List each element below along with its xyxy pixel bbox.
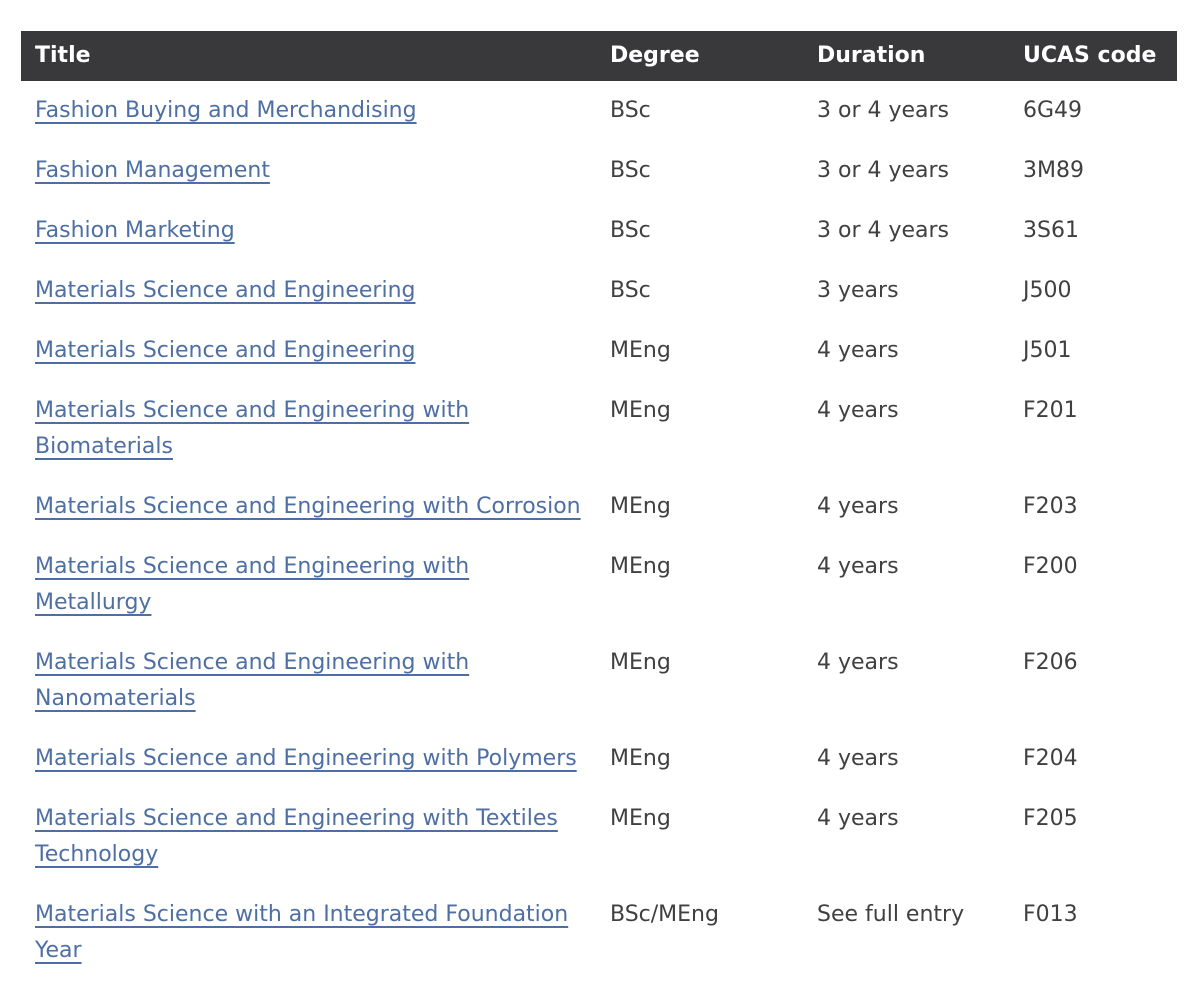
table-row: Materials Science and Engineering with B… (21, 381, 1177, 477)
degree-cell: MEng (610, 338, 671, 363)
ucas-code-cell: 3M89 (1023, 158, 1084, 183)
course-table-body: Fashion Buying and Merchandising BSc 3 o… (21, 81, 1177, 981)
ucas-code-cell: F013 (1023, 902, 1078, 927)
course-title-cell: Materials Science and Engineering (21, 321, 596, 381)
duration-cell: See full entry (817, 902, 965, 927)
table-row: Materials Science and Engineering with C… (21, 477, 1177, 537)
course-title-cell: Materials Science and Engineering with P… (21, 729, 596, 789)
ucas-code-cell: F204 (1023, 746, 1078, 771)
ucas-code-cell: F205 (1023, 806, 1078, 831)
ucas-code-cell: F200 (1023, 554, 1078, 579)
duration-cell: 4 years (817, 746, 899, 771)
course-title-link[interactable]: Materials Science and Engineering with N… (35, 650, 470, 711)
course-title-link[interactable]: Fashion Marketing (35, 218, 235, 243)
course-title-link[interactable]: Materials Science and Engineering with P… (35, 746, 577, 771)
ucas-code-cell: F206 (1023, 650, 1078, 675)
course-title-cell: Materials Science with an Integrated Fou… (21, 885, 596, 981)
table-row: Fashion Marketing BSc 3 or 4 years 3S61 (21, 201, 1177, 261)
degree-cell: MEng (610, 746, 671, 771)
table-header-row: Title Degree Duration UCAS code (21, 31, 1177, 81)
course-title-link[interactable]: Materials Science with an Integrated Fou… (35, 902, 569, 963)
course-title-cell: Materials Science and Engineering with T… (21, 789, 596, 885)
ucas-code-cell: J501 (1023, 338, 1072, 363)
ucas-code-cell: F201 (1023, 398, 1078, 423)
table-row: Materials Science and Engineering with T… (21, 789, 1177, 885)
degree-cell: MEng (610, 806, 671, 831)
degree-cell: BSc (610, 158, 651, 183)
column-header-degree: Degree (596, 31, 803, 81)
table-row: Materials Science and Engineering with N… (21, 633, 1177, 729)
ucas-code-cell: F203 (1023, 494, 1078, 519)
course-title-link[interactable]: Fashion Buying and Merchandising (35, 98, 417, 123)
table-row: Materials Science and Engineering BSc 3 … (21, 261, 1177, 321)
course-title-link[interactable]: Materials Science and Engineering with C… (35, 494, 581, 519)
course-title-link[interactable]: Materials Science and Engineering with T… (35, 806, 558, 867)
column-header-duration: Duration (803, 31, 1009, 81)
degree-cell: MEng (610, 494, 671, 519)
ucas-code-cell: 3S61 (1023, 218, 1079, 243)
degree-cell: MEng (610, 398, 671, 423)
course-title-cell: Fashion Buying and Merchandising (21, 81, 596, 141)
degree-cell: BSc (610, 218, 651, 243)
column-header-title: Title (21, 31, 596, 81)
course-title-cell: Materials Science and Engineering with B… (21, 381, 596, 477)
duration-cell: 4 years (817, 338, 899, 363)
course-title-cell: Materials Science and Engineering (21, 261, 596, 321)
duration-cell: 4 years (817, 494, 899, 519)
duration-cell: 3 years (817, 278, 899, 303)
course-title-cell: Materials Science and Engineering with N… (21, 633, 596, 729)
course-title-link[interactable]: Materials Science and Engineering (35, 338, 416, 363)
degree-cell: BSc (610, 98, 651, 123)
table-row: Materials Science and Engineering MEng 4… (21, 321, 1177, 381)
degree-cell: BSc/MEng (610, 902, 719, 927)
ucas-code-cell: 6G49 (1023, 98, 1083, 123)
course-title-link[interactable]: Materials Science and Engineering with M… (35, 554, 470, 615)
duration-cell: 4 years (817, 806, 899, 831)
duration-cell: 3 or 4 years (817, 158, 950, 183)
course-title-link[interactable]: Materials Science and Engineering (35, 278, 416, 303)
table-row: Fashion Buying and Merchandising BSc 3 o… (21, 81, 1177, 141)
ucas-code-cell: J500 (1023, 278, 1072, 303)
table-row: Materials Science with an Integrated Fou… (21, 885, 1177, 981)
course-title-cell: Fashion Marketing (21, 201, 596, 261)
course-table-header: Title Degree Duration UCAS code (21, 31, 1177, 81)
duration-cell: 4 years (817, 554, 899, 579)
duration-cell: 4 years (817, 398, 899, 423)
course-table: Title Degree Duration UCAS code Fashion … (21, 31, 1177, 981)
duration-cell: 3 or 4 years (817, 98, 950, 123)
column-header-ucas-code: UCAS code (1009, 31, 1177, 81)
degree-cell: BSc (610, 278, 651, 303)
table-row: Materials Science and Engineering with P… (21, 729, 1177, 789)
course-title-cell: Materials Science and Engineering with M… (21, 537, 596, 633)
table-row: Materials Science and Engineering with M… (21, 537, 1177, 633)
duration-cell: 3 or 4 years (817, 218, 950, 243)
course-title-cell: Fashion Management (21, 141, 596, 201)
table-row: Fashion Management BSc 3 or 4 years 3M89 (21, 141, 1177, 201)
degree-cell: MEng (610, 650, 671, 675)
course-title-cell: Materials Science and Engineering with C… (21, 477, 596, 537)
duration-cell: 4 years (817, 650, 899, 675)
course-title-link[interactable]: Fashion Management (35, 158, 270, 183)
degree-cell: MEng (610, 554, 671, 579)
course-title-link[interactable]: Materials Science and Engineering with B… (35, 398, 470, 459)
